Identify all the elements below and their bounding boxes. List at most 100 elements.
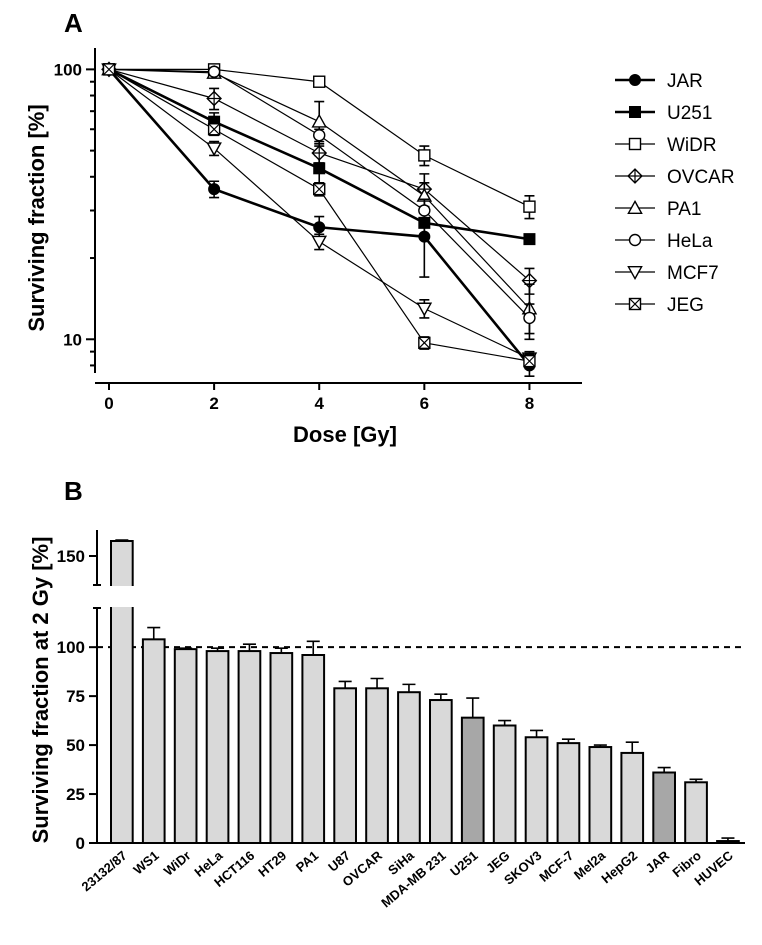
error-bar (402, 683, 416, 693)
error-bar (657, 766, 671, 773)
legend-item-jeg: JEG (615, 295, 704, 316)
bar-rect (141, 638, 166, 844)
bar-rect (460, 716, 485, 845)
data-point (207, 65, 221, 78)
panel-b-letter: B (64, 476, 83, 506)
legend-label: WiDR (667, 135, 717, 156)
legend-marker (629, 74, 641, 86)
series-jeg (102, 63, 536, 370)
error-bar (625, 741, 639, 753)
data-point (523, 233, 536, 246)
error-bar (179, 647, 193, 650)
bar-widr: WiDr (161, 647, 198, 879)
data-point (313, 221, 326, 234)
bar-rect (365, 687, 389, 845)
bar-rect (237, 650, 262, 844)
data-point (311, 113, 328, 128)
bar-23132-87: 23132/87 (79, 539, 135, 894)
panel-a-x-tick-label: 4 (314, 394, 324, 413)
panel-b-y-tick-label: 0 (76, 834, 85, 853)
panel-b-y-tick-label: 50 (66, 736, 85, 755)
error-bar (242, 643, 256, 652)
data-point (311, 145, 328, 161)
category-label: 23132/87 (79, 848, 130, 894)
panel-a-letter: A (64, 8, 83, 38)
error-bar (274, 647, 288, 654)
data-point (206, 142, 222, 157)
panel-a-x-tick-label: 0 (104, 394, 113, 413)
panel-a-x-tick-label: 2 (209, 394, 218, 413)
legend-marker (628, 233, 642, 247)
panel-b-y-tick-label: 75 (66, 687, 85, 706)
category-label: U251 (447, 848, 480, 879)
panel-a-y-axis-title: Surviving fraction [%] (24, 104, 49, 331)
bar-rect (205, 650, 230, 844)
legend-label: JAR (667, 71, 703, 92)
error-bar (147, 626, 161, 640)
data-point (207, 123, 221, 136)
panel-a-x-tick-label: 6 (420, 394, 429, 413)
data-point (418, 336, 431, 350)
data-point (416, 302, 433, 317)
legend-marker (628, 297, 642, 311)
data-point (313, 129, 326, 142)
panel-a-y-tick-label: 10 (63, 330, 82, 349)
error-bar (466, 697, 480, 718)
legend-marker (627, 266, 643, 281)
bar-rect (556, 742, 581, 844)
error-bar (306, 640, 320, 655)
legend-item-widr: WiDR (615, 135, 717, 156)
data-point (418, 149, 431, 162)
data-point (102, 63, 116, 76)
data-point (523, 354, 536, 368)
legend-item-pa1: PA1 (615, 199, 702, 220)
legend-label: MCF7 (667, 263, 719, 284)
panel-a: A Surviving fraction [%] Dose [Gy] 0 2 4 6 8… (24, 8, 735, 447)
bar-rect (333, 687, 357, 845)
legend-item-mcf7: MCF7 (615, 263, 719, 284)
error-bar (561, 738, 575, 744)
bar-jar: JAR (643, 766, 676, 876)
error-bar (593, 744, 607, 748)
bar-siha: SiHa (385, 683, 421, 878)
error-bar (434, 693, 448, 701)
legend-marker (627, 199, 643, 214)
error-bar (115, 539, 129, 541)
category-label: WS1 (130, 848, 161, 878)
legend-item-ovcar: OVCAR (615, 167, 735, 188)
error-bar (211, 647, 225, 652)
panel-b-y-axis-title: Surviving fraction at 2 Gy [%] (28, 537, 53, 844)
bar-rect (716, 840, 740, 845)
bar-rect (620, 751, 645, 845)
legend-item-u251: U251 (615, 103, 712, 124)
category-label: JAR (643, 847, 673, 876)
data-point (313, 182, 326, 196)
bar-ws1: WS1 (130, 626, 166, 878)
bar-u87: U87 (325, 680, 357, 875)
data-point (313, 75, 326, 88)
legend-label: U251 (667, 103, 712, 124)
category-label: HT29 (255, 848, 289, 880)
bar-rect (269, 652, 294, 845)
bar-rect (397, 691, 421, 844)
bar-rect (684, 781, 708, 845)
data-point (208, 183, 221, 196)
bar-rect (301, 654, 326, 844)
legend-item-hela: HeLa (615, 231, 713, 252)
data-point (206, 90, 222, 107)
legend-label: JEG (667, 295, 704, 316)
bar-jeg: JEG (483, 719, 517, 876)
panel-b-y-tick-label: 25 (66, 785, 85, 804)
legend-marker (627, 168, 643, 184)
legend-marker (628, 137, 642, 151)
panel-b: B Surviving fraction at 2 Gy [%] 0 25 50 75… (28, 476, 745, 910)
error-bar (689, 778, 703, 783)
bar-rect (429, 699, 453, 845)
bar-pa1: PA1 (293, 640, 326, 875)
bar-rect (524, 736, 549, 844)
bar-rect (492, 724, 517, 844)
category-label: PA1 (293, 848, 321, 875)
data-point (418, 204, 431, 217)
